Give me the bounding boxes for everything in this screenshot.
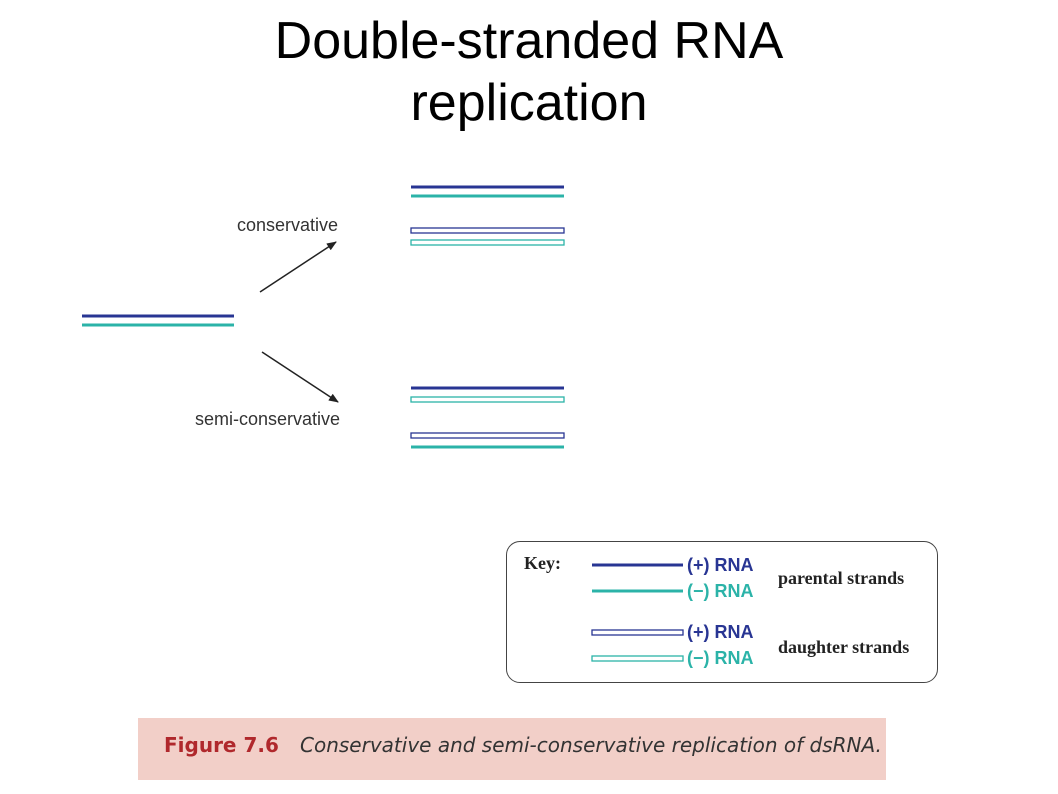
- conservative-parental-duplex: [411, 185, 564, 198]
- semi-conservative-arrow: [261, 351, 339, 403]
- semi-daughter-minus-strand: [410, 396, 565, 403]
- semi-conservative-duplex-2: [410, 432, 565, 449]
- conservative-daughter-minus-strand: [410, 239, 565, 246]
- figure-number: Figure 7.6: [164, 733, 279, 757]
- figure-caption: Conservative and semi-conservative repli…: [300, 733, 882, 757]
- semi-conservative-label: semi-conservative: [195, 409, 340, 429]
- slide-title: Double-stranded RNA replication: [0, 10, 1058, 134]
- conservative-arrow: [259, 241, 337, 293]
- key-plus-daughter-sample: [591, 629, 684, 636]
- key-minus-rna-parental: (−) RNA: [687, 581, 754, 601]
- key-parental-label: parental strands: [778, 568, 905, 588]
- figure-caption-bar: [138, 718, 886, 780]
- key-minus-daughter-sample: [591, 655, 684, 662]
- key-plus-rna-parental: (+) RNA: [687, 555, 754, 575]
- semi-daughter-plus-strand: [410, 432, 565, 439]
- key-minus-rna-daughter: (−) RNA: [687, 648, 754, 668]
- semi-conservative-duplex-1: [410, 386, 565, 403]
- key-box: [506, 541, 938, 683]
- title-line-2: replication: [410, 74, 648, 132]
- key-daughter-label: daughter strands: [778, 637, 910, 657]
- parental-duplex: [82, 314, 234, 327]
- title-line-1: Double-stranded RNA: [274, 12, 784, 70]
- conservative-daughter-duplex: [410, 227, 565, 246]
- key-heading: Key:: [524, 553, 561, 573]
- conservative-label: conservative: [237, 215, 338, 235]
- key-plus-rna-daughter: (+) RNA: [687, 622, 754, 642]
- conservative-daughter-plus-strand: [410, 227, 565, 234]
